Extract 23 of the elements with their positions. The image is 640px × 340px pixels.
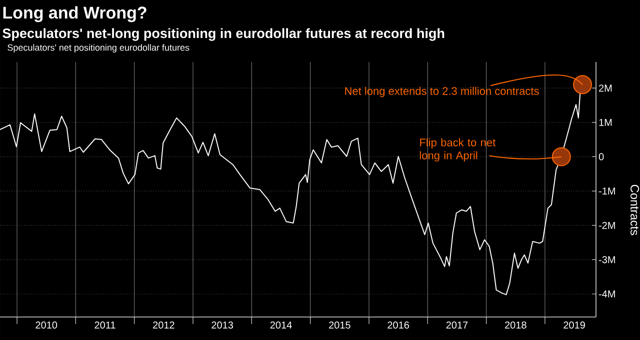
annotation: Flip back to net long in April <box>420 138 496 162</box>
x-tick-label: 2018 <box>505 322 526 329</box>
chart-title: Long and Wrong? <box>3 6 146 22</box>
y-tick-label: -1M <box>598 188 615 194</box>
y-tick-label: -4M <box>598 290 615 298</box>
y-tick-label: 1M <box>599 118 612 126</box>
y-tick-label: 2M <box>599 84 612 92</box>
x-tick-label: 2014 <box>270 322 292 329</box>
x-tick-label: 2016 <box>388 322 409 329</box>
x-tick-label: 2019 <box>564 322 585 329</box>
y-tick-label: -3M <box>598 256 615 264</box>
x-tick-label: 2013 <box>212 322 234 329</box>
x-tick-label: 2011 <box>94 322 116 329</box>
x-tick-label: 2012 <box>153 322 174 329</box>
chart-subtitle: Speculators' net-long positioning in eurodollar futures at record high <box>2 28 444 41</box>
annotation: Net long extends to 2.3 million contracts <box>345 86 539 98</box>
text: Speculators' net positioning eurodollar futures <box>8 44 190 53</box>
y-tick-label: 0 <box>598 153 604 160</box>
y-axis-title: Contracts <box>630 184 640 236</box>
x-tick-label: 2017 <box>446 322 468 329</box>
x-tick-label: 2015 <box>329 322 350 329</box>
y-tick-label: -2M <box>598 222 615 229</box>
x-tick-label: 2010 <box>36 322 58 329</box>
